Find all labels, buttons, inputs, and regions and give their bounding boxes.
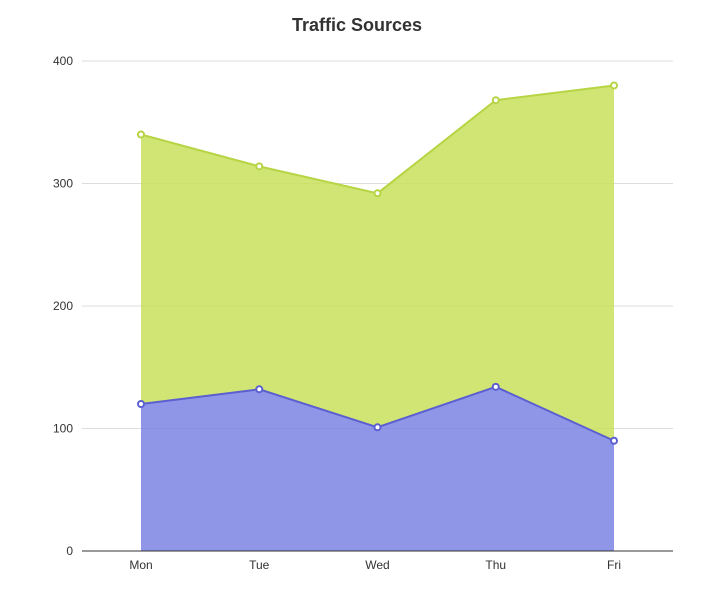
series-1-point-thu [491,382,500,391]
x-tick-label-thu: Thu [485,558,506,572]
x-tick-label-mon: Mon [129,558,152,572]
series-2-point-mon [137,130,145,139]
data-points [137,81,618,445]
y-tick-label-300: 300 [53,177,73,191]
series-2-point-fri [610,81,618,90]
x-tick-label-tue: Tue [249,558,270,572]
series-2-point-thu [491,96,500,105]
series-1-point-mon [137,400,145,408]
x-tick-label-wed: Wed [365,558,389,572]
series-1-point-wed [373,423,382,432]
series-1-point-fri [610,436,618,445]
series-1-point-tue [255,385,264,394]
y-tick-label-400: 400 [53,54,73,68]
y-tick-label-200: 200 [53,299,73,313]
y-tick-label-0: 0 [66,544,73,558]
series-areas [141,85,614,551]
axes: 0 100 200 300 400 Mon Tue Wed Thu Fri [53,54,673,572]
chart-title: Traffic Sources [292,15,422,35]
series-2-point-tue [255,162,264,171]
series-2-area [141,85,614,441]
y-tick-label-100: 100 [53,422,73,436]
series-1-area [141,386,614,551]
series-2-point-wed [373,189,382,198]
x-tick-label-fri: Fri [607,558,621,572]
